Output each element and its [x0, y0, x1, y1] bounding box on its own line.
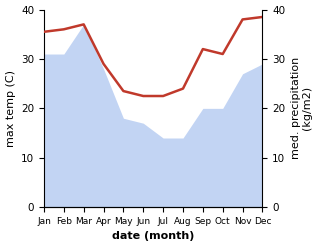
Y-axis label: med. precipitation
(kg/m2): med. precipitation (kg/m2)	[291, 57, 313, 160]
Y-axis label: max temp (C): max temp (C)	[5, 70, 16, 147]
X-axis label: date (month): date (month)	[112, 231, 194, 242]
